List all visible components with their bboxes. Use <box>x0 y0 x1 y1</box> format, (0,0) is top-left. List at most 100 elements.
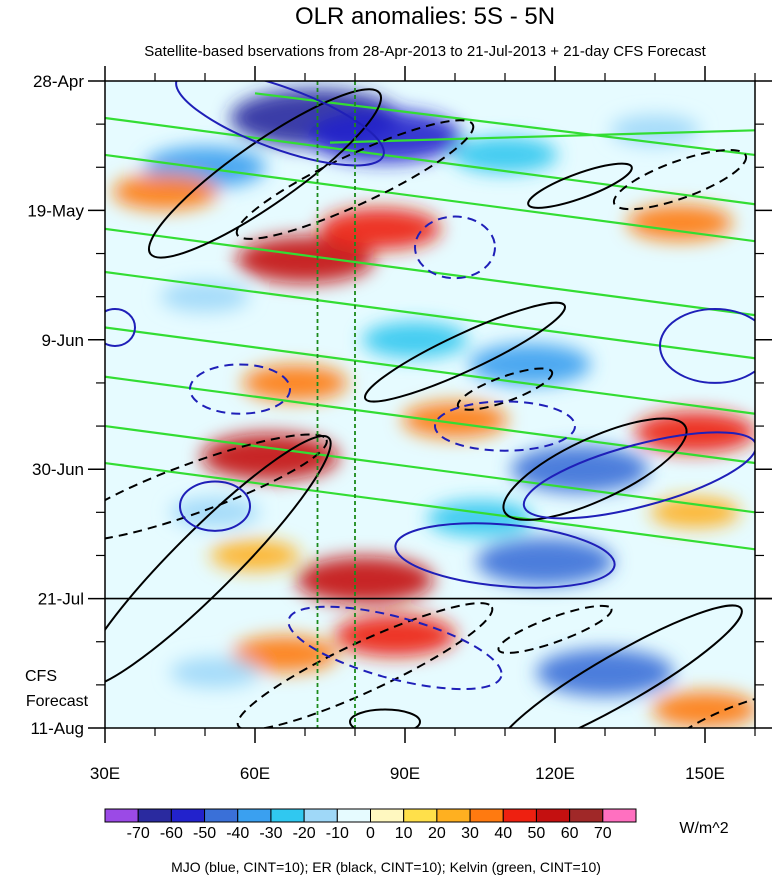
colorbar-swatch <box>502 808 537 823</box>
anomaly-blob <box>652 691 755 728</box>
colorbar-swatch <box>270 808 305 823</box>
kelvin-contour <box>105 424 755 514</box>
chart-title: OLR anomalies: 5S - 5N <box>295 3 555 30</box>
mjo-contour <box>189 363 291 415</box>
mjo-contour <box>287 605 503 691</box>
axes: 28-Apr 19-May 9-Jun 30-Jun 21-Jul 11-Aug 30E 60… <box>27 66 772 783</box>
er-contour <box>527 162 633 209</box>
anomaly-blob <box>319 207 441 250</box>
colorbar-swatch <box>303 808 338 823</box>
anomaly-blob <box>334 614 456 657</box>
er-contour <box>364 301 566 403</box>
kelvin-contour <box>105 461 755 551</box>
mjo-contours <box>105 81 755 691</box>
colorbar-swatch <box>237 808 272 823</box>
anomaly-blob <box>170 496 260 528</box>
plot-frame <box>104 80 756 729</box>
er-contour <box>105 434 332 689</box>
colorbar-swatch <box>204 808 239 823</box>
anomaly-blob <box>170 657 260 688</box>
y-tick-label: 21-Jul <box>38 590 84 609</box>
anomaly-blob <box>362 321 468 358</box>
colorbar-swatch <box>137 808 172 823</box>
anomaly-blob <box>232 635 338 673</box>
mjo-contour <box>105 307 136 347</box>
anomaly-blob <box>452 136 558 174</box>
x-tick-label: 60E <box>240 764 270 783</box>
mjo-contour <box>394 522 616 589</box>
colorbar-label: 20 <box>428 825 446 842</box>
mjo-contour <box>414 215 496 280</box>
colorbar-swatch <box>569 808 604 823</box>
contour-legend-footer: MJO (blue, CINT=10); ER (black, CINT=10)… <box>171 859 601 875</box>
anomaly-blob <box>469 343 591 386</box>
er-contour <box>502 417 688 521</box>
colorbar-label: -50 <box>193 825 216 842</box>
plot-area <box>105 81 755 728</box>
colorbar-unit: W/m^2 <box>679 820 728 837</box>
colorbar: -70 -60 -50 -40 -30 -20 -10 0 10 20 30 40 50 60 70 <box>104 808 637 842</box>
kelvin-contour <box>105 375 755 465</box>
mjo-contour <box>659 308 755 384</box>
mjo-contour <box>179 480 251 532</box>
colorbar-swatch <box>104 808 139 823</box>
anomaly-field <box>112 88 755 728</box>
anomaly-blob <box>511 445 649 493</box>
colorbar-label: 60 <box>561 825 579 842</box>
anomaly-blob <box>402 401 508 439</box>
y-tick-label: 30-Jun <box>32 460 84 479</box>
colorbar-swatch <box>170 808 206 823</box>
er-contour <box>612 149 748 211</box>
colorbar-swatch <box>602 808 637 823</box>
colorbar-label: 10 <box>395 825 413 842</box>
anomaly-blob <box>112 173 218 211</box>
colorbar-label: 70 <box>594 825 612 842</box>
anomaly-blob <box>236 236 374 284</box>
colorbar-label: -40 <box>226 825 249 842</box>
mjo-contour <box>434 400 576 452</box>
colorbar-swatch <box>370 808 405 823</box>
anomaly-blob <box>476 537 614 586</box>
er-contour <box>235 119 475 240</box>
chart-subtitle: Satellite-based bservations from 28-Apr-… <box>144 43 706 60</box>
kelvin-contour <box>329 129 755 144</box>
forecast-label-line1: CFS <box>25 668 57 685</box>
x-tick-label: 120E <box>535 764 575 783</box>
anomaly-blob <box>627 204 733 241</box>
er-contour <box>456 367 554 411</box>
anomaly-blob <box>610 114 700 146</box>
colorbar-swatch <box>535 808 571 823</box>
colorbar-swatch <box>336 808 371 823</box>
anomaly-blob <box>296 556 434 604</box>
mjo-contour <box>522 431 755 520</box>
forecast-label-line2: Forecast <box>26 693 89 710</box>
x-tick-label: 90E <box>390 764 420 783</box>
y-tick-label: 28-Apr <box>33 72 84 91</box>
colorbar-label: -70 <box>127 825 150 842</box>
er-contour <box>349 708 421 728</box>
anomaly-blob <box>242 364 348 402</box>
kelvin-contour <box>254 92 755 157</box>
colorbar-swatch <box>403 808 438 823</box>
er-contour <box>105 433 328 542</box>
anomaly-blob <box>201 433 339 481</box>
y-tick-label: 11-Aug <box>30 719 84 738</box>
kelvin-contour <box>105 326 755 415</box>
er-contour <box>497 604 743 728</box>
x-tick-label: 30E <box>90 764 120 783</box>
reference-longitude-lines <box>316 81 356 728</box>
colorbar-label: 30 <box>461 825 479 842</box>
colorbar-label: -20 <box>293 825 316 842</box>
x-tick-label: 150E <box>685 764 725 783</box>
colorbar-label: -60 <box>160 825 183 842</box>
anomaly-blob <box>650 496 740 528</box>
colorbar-swatch <box>436 808 471 823</box>
anomaly-blob <box>536 648 674 697</box>
kelvin-contour <box>105 270 755 360</box>
anomaly-blob <box>634 411 755 454</box>
colorbar-label: 0 <box>366 825 375 842</box>
kelvin-contour <box>105 116 755 206</box>
y-tick-label: 19-May <box>27 201 84 220</box>
colorbar-swatch <box>469 808 504 823</box>
